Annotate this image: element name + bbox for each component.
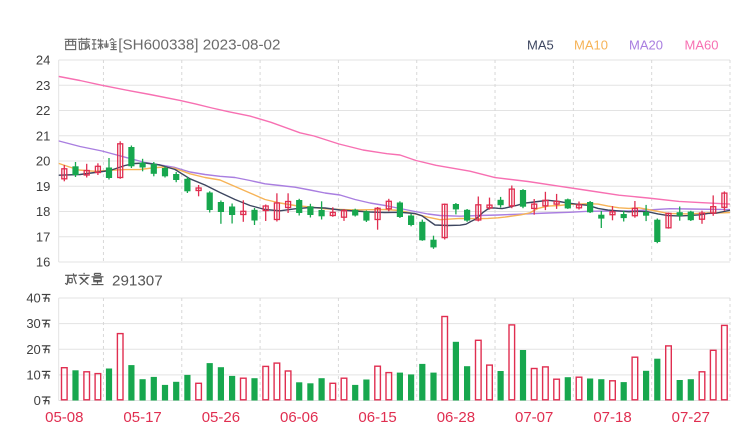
svg-text:06-06: 06-06 (280, 409, 318, 426)
svg-text:40: 40 (26, 291, 40, 306)
svg-text:MA5: MA5 (527, 38, 554, 53)
svg-text:20: 20 (26, 342, 40, 357)
svg-text:23: 23 (36, 78, 50, 93)
svg-text:06-28: 06-28 (437, 409, 475, 426)
svg-text:MA20: MA20 (629, 38, 663, 53)
svg-text:16: 16 (36, 255, 50, 270)
svg-text:10: 10 (26, 368, 40, 383)
svg-text:07-18: 07-18 (593, 409, 631, 426)
svg-text:[SH600338] 2023-08-02: [SH600338] 2023-08-02 (118, 36, 280, 53)
svg-text:22: 22 (36, 103, 50, 118)
svg-text:07-27: 07-27 (672, 409, 710, 426)
svg-text:30: 30 (26, 316, 40, 331)
svg-text:20: 20 (36, 154, 50, 169)
svg-text:06-15: 06-15 (358, 409, 396, 426)
svg-text:19: 19 (36, 179, 50, 194)
svg-text:07-07: 07-07 (515, 409, 553, 426)
svg-text:05-17: 05-17 (123, 409, 161, 426)
svg-text:05-08: 05-08 (45, 409, 83, 426)
svg-text:291307: 291307 (112, 273, 163, 290)
svg-text:18: 18 (36, 204, 50, 219)
svg-text:24: 24 (36, 53, 50, 68)
svg-text:0: 0 (34, 393, 41, 408)
svg-text:05-26: 05-26 (202, 409, 240, 426)
svg-text:MA10: MA10 (574, 38, 608, 53)
svg-text:21: 21 (36, 128, 50, 143)
svg-text:MA60: MA60 (685, 38, 719, 53)
svg-text:17: 17 (36, 229, 50, 244)
